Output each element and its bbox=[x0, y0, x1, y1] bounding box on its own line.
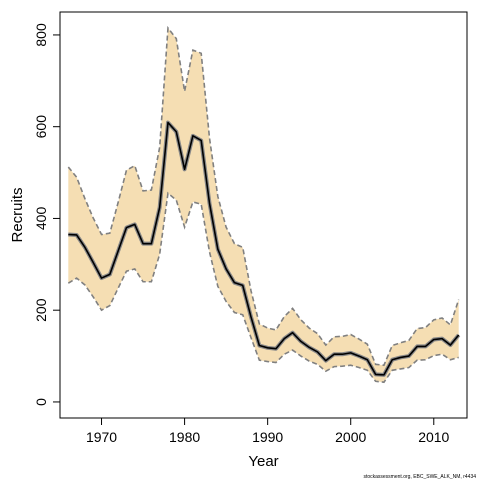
confidence-band bbox=[68, 28, 459, 383]
x-tick-label: 2010 bbox=[418, 429, 449, 445]
y-tick-label: 400 bbox=[33, 207, 49, 231]
x-axis: 1970 1980 1990 2000 2010 bbox=[86, 418, 450, 445]
x-tick-label: 1980 bbox=[169, 429, 200, 445]
y-axis: 0 200 400 600 800 bbox=[33, 23, 60, 406]
y-tick-label: 600 bbox=[33, 115, 49, 139]
x-axis-title: Year bbox=[248, 453, 278, 470]
plot-layer bbox=[67, 25, 461, 384]
plot-frame bbox=[59, 11, 468, 419]
y-tick-label: 800 bbox=[33, 23, 49, 47]
lower-bound-line bbox=[67, 191, 459, 384]
x-tick-label: 1990 bbox=[252, 429, 283, 445]
upper-bound-line bbox=[67, 25, 460, 367]
credit-text: stockassessment.org, EBC_SWE_ALK_NM, r44… bbox=[363, 474, 476, 480]
x-tick-label: 2000 bbox=[335, 429, 366, 445]
x-tick-label: 1970 bbox=[86, 429, 117, 445]
y-axis-title: Recruits bbox=[9, 187, 26, 242]
estimate-line bbox=[68, 121, 460, 376]
y-tick-label: 0 bbox=[33, 398, 49, 406]
y-tick-label: 200 bbox=[33, 298, 49, 322]
